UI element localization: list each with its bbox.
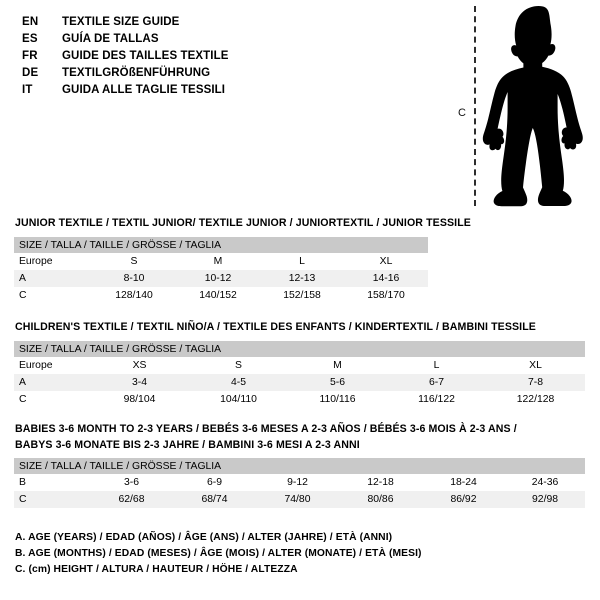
language-title-de: TEXTILGRÖßENFÜHRUNG	[62, 67, 211, 79]
table-header-row: SIZE / TALLA / TAILLE / GRÖSSE / TAGLIA	[14, 458, 586, 474]
table-header-label: SIZE / TALLA / TAILLE / GRÖSSE / TAGLIA	[14, 341, 586, 357]
cell: 10-12	[176, 270, 260, 287]
cell: XS	[90, 357, 189, 374]
cell: 68/74	[173, 491, 256, 508]
table-row: A 3-4 4-5 5-6 6-7 7-8	[14, 374, 586, 391]
language-title-en: TEXTILE SIZE GUIDE	[62, 16, 180, 28]
table-row: B 3-6 6-9 9-12 12-18 18-24 24-36	[14, 474, 586, 491]
cell: 122/128	[486, 391, 586, 408]
table-header-row: SIZE / TALLA / TAILLE / GRÖSSE / TAGLIA	[14, 341, 586, 357]
language-code-de: DE	[22, 67, 39, 79]
cell: 18-24	[422, 474, 505, 491]
row-label: B	[14, 474, 90, 491]
language-code-it: IT	[22, 84, 33, 96]
table-row: C 128/140 140/152 152/158 158/170	[14, 287, 429, 304]
language-code-en: EN	[22, 16, 39, 28]
language-title-es: GUÍA DE TALLAS	[62, 33, 159, 45]
legend-line-a: A. AGE (YEARS) / EDAD (AÑOS) / ÂGE (ANS)…	[15, 532, 393, 543]
size-table-babies: SIZE / TALLA / TAILLE / GRÖSSE / TAGLIA …	[14, 458, 586, 508]
cell: 128/140	[92, 287, 176, 304]
table-row: C 62/68 68/74 74/80 80/86 86/92 92/98	[14, 491, 586, 508]
size-table-children: SIZE / TALLA / TAILLE / GRÖSSE / TAGLIA …	[14, 341, 586, 408]
legend-line-b: B. AGE (MONTHS) / EDAD (MESES) / ÂGE (MO…	[15, 548, 422, 559]
cell: 74/80	[256, 491, 339, 508]
cell: 3-6	[90, 474, 173, 491]
language-title-block: EN TEXTILE SIZE GUIDE ES GUÍA DE TALLAS …	[22, 14, 442, 99]
language-title-it: GUIDA ALLE TAGLIE TESSILI	[62, 84, 226, 96]
cell: 62/68	[90, 491, 173, 508]
height-measure-label: C	[458, 107, 466, 119]
cell: 86/92	[422, 491, 505, 508]
language-row-it: IT GUIDA ALLE TAGLIE TESSILI	[22, 82, 442, 99]
row-label: A	[14, 270, 92, 287]
row-label: C	[14, 391, 90, 408]
language-code-es: ES	[22, 33, 38, 45]
cell: 6-9	[173, 474, 256, 491]
cell: M	[176, 253, 260, 270]
language-row-fr: FR GUIDE DES TAILLES TEXTILE	[22, 48, 442, 65]
cell: 104/110	[189, 391, 288, 408]
cell: 92/98	[505, 491, 586, 508]
cell: XL	[486, 357, 586, 374]
section-heading-babies-line1: BABIES 3-6 MONTH TO 2-3 YEARS / BEBÉS 3-…	[15, 423, 517, 435]
language-code-fr: FR	[22, 50, 38, 62]
cell: 140/152	[176, 287, 260, 304]
cell: 12-18	[339, 474, 422, 491]
table-row: C 98/104 104/110 110/116 116/122 122/128	[14, 391, 586, 408]
cell: 3-4	[90, 374, 189, 391]
cell: 158/170	[344, 287, 429, 304]
row-label: A	[14, 374, 90, 391]
cell: 12-13	[260, 270, 344, 287]
cell: 98/104	[90, 391, 189, 408]
row-label: Europe	[14, 357, 90, 374]
cell: 24-36	[505, 474, 586, 491]
cell: 14-16	[344, 270, 429, 287]
cell: 116/122	[387, 391, 486, 408]
language-row-de: DE TEXTILGRÖßENFÜHRUNG	[22, 65, 442, 82]
table-header-label: SIZE / TALLA / TAILLE / GRÖSSE / TAGLIA	[14, 458, 586, 474]
height-illustration: C	[450, 4, 595, 209]
cell: 110/116	[288, 391, 387, 408]
table-header-row: SIZE / TALLA / TAILLE / GRÖSSE / TAGLIA	[14, 237, 429, 253]
toddler-silhouette-icon	[482, 6, 583, 207]
cell: 8-10	[92, 270, 176, 287]
size-table-junior: SIZE / TALLA / TAILLE / GRÖSSE / TAGLIA …	[14, 237, 429, 304]
language-title-fr: GUIDE DES TAILLES TEXTILE	[62, 50, 229, 62]
legend-block: A. AGE (YEARS) / EDAD (AÑOS) / ÂGE (ANS)…	[15, 530, 422, 578]
cell: 6-7	[387, 374, 486, 391]
table-row: Europe XS S M L XL	[14, 357, 586, 374]
legend-line-c: C. (cm) HEIGHT / ALTURA / HAUTEUR / HÖHE…	[15, 564, 298, 575]
cell: 152/158	[260, 287, 344, 304]
table-row: Europe S M L XL	[14, 253, 429, 270]
table-header-label: SIZE / TALLA / TAILLE / GRÖSSE / TAGLIA	[14, 237, 429, 253]
cell: 80/86	[339, 491, 422, 508]
cell: L	[387, 357, 486, 374]
section-heading-junior: JUNIOR TEXTILE / TEXTIL JUNIOR/ TEXTILE …	[15, 217, 471, 229]
cell: 7-8	[486, 374, 586, 391]
cell: S	[189, 357, 288, 374]
cell: L	[260, 253, 344, 270]
cell: 9-12	[256, 474, 339, 491]
section-heading-children: CHILDREN'S TEXTILE / TEXTIL NIÑO/A / TEX…	[15, 321, 536, 333]
cell: M	[288, 357, 387, 374]
cell: S	[92, 253, 176, 270]
cell: XL	[344, 253, 429, 270]
row-label: Europe	[14, 253, 92, 270]
language-row-en: EN TEXTILE SIZE GUIDE	[22, 14, 442, 31]
cell: 4-5	[189, 374, 288, 391]
cell: 5-6	[288, 374, 387, 391]
table-row: A 8-10 10-12 12-13 14-16	[14, 270, 429, 287]
section-heading-babies-line2: BABYS 3-6 MONATE BIS 2-3 JAHRE / BAMBINI…	[15, 439, 360, 451]
language-row-es: ES GUÍA DE TALLAS	[22, 31, 442, 48]
row-label: C	[14, 491, 90, 508]
row-label: C	[14, 287, 92, 304]
height-measure-dashed-line	[474, 6, 476, 206]
